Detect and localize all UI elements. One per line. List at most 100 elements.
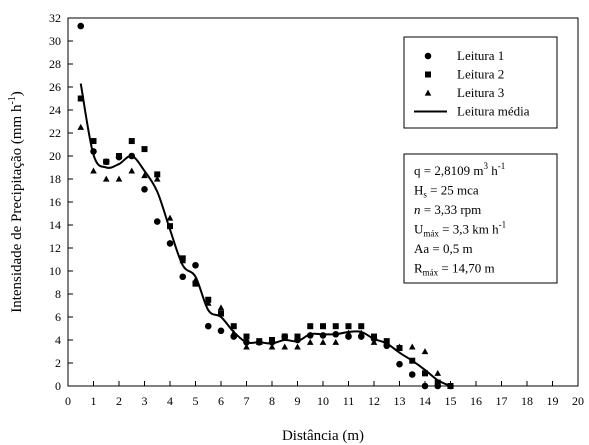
mean-line bbox=[79, 83, 451, 387]
point-square bbox=[371, 333, 377, 340]
point-square bbox=[167, 223, 173, 230]
point-square bbox=[192, 280, 199, 287]
parameters-box-frame bbox=[403, 153, 558, 284]
point-square bbox=[422, 370, 428, 377]
x-tick-label: 14 bbox=[419, 394, 431, 408]
y-tick-label: 18 bbox=[49, 172, 61, 186]
point-triangle bbox=[396, 343, 403, 350]
x-tick-label: 6 bbox=[218, 394, 224, 408]
point-triangle bbox=[408, 343, 416, 350]
x-axis: 0 1 2 3 4 5 6 7 8 9 10 11 12 13 14 15 16 17 18 19 20 bbox=[65, 381, 584, 408]
y-axis-label: Intensidade de Precipitação (mm h-1) bbox=[7, 91, 25, 313]
x-tick-label: 0 bbox=[65, 394, 71, 408]
series-1 bbox=[77, 22, 454, 390]
parameter-line: Hs = 25 mca bbox=[414, 183, 479, 200]
legend-box bbox=[403, 36, 558, 129]
point-triangle bbox=[77, 123, 85, 130]
point-triangle bbox=[115, 175, 123, 182]
parameter-line: q = 2,8109 m3 h-1 bbox=[414, 161, 505, 178]
point-square bbox=[77, 95, 84, 102]
point-square bbox=[307, 323, 314, 330]
series-2 bbox=[77, 95, 454, 389]
point-square bbox=[230, 323, 237, 330]
x-tick-label: 15 bbox=[445, 394, 457, 408]
point-triangle bbox=[217, 304, 225, 311]
x-tick-label: 16 bbox=[470, 394, 482, 408]
point-triangle bbox=[102, 175, 110, 182]
legend-label: Leitura 2 bbox=[457, 67, 504, 82]
point-square bbox=[243, 333, 250, 340]
point-triangle bbox=[370, 338, 378, 345]
point-circle bbox=[408, 371, 416, 378]
parameter-line: Umáx = 3,3 km h-1 bbox=[414, 220, 506, 239]
x-tick-label: 5 bbox=[193, 394, 199, 408]
y-tick-label: 14 bbox=[49, 218, 61, 232]
point-square bbox=[128, 138, 135, 145]
point-triangle bbox=[294, 343, 301, 350]
point-triangle bbox=[268, 343, 276, 350]
point-circle bbox=[204, 322, 212, 330]
legend: Leitura 1 Leitura 2 Leitura 3 Leitura média bbox=[403, 36, 558, 129]
y-tick-label: 2 bbox=[55, 356, 61, 370]
point-square bbox=[269, 337, 275, 343]
point-triangle bbox=[141, 172, 148, 179]
x-tick-label: 20 bbox=[572, 394, 584, 408]
point-square bbox=[218, 310, 224, 317]
y-tick-label: 24 bbox=[49, 103, 61, 117]
y-tick-label: 12 bbox=[49, 241, 61, 255]
y-tick-label: 32 bbox=[49, 11, 61, 25]
point-square bbox=[116, 153, 122, 159]
y-tick-label: 20 bbox=[49, 149, 61, 163]
point-circle bbox=[166, 240, 174, 247]
point-square bbox=[103, 158, 110, 165]
data-layer bbox=[77, 22, 454, 390]
x-tick-label: 13 bbox=[394, 394, 406, 408]
x-tick-label: 3 bbox=[142, 394, 148, 408]
point-square bbox=[154, 171, 161, 178]
y-tick-label: 4 bbox=[55, 333, 61, 347]
parameter-line: Aa = 0,5 m bbox=[414, 241, 473, 256]
point-triangle bbox=[421, 348, 429, 355]
x-tick-label: 4 bbox=[167, 394, 173, 408]
parameters-box: q = 2,8109 m3 h-1 Hs = 25 mca n = 3,33 rpm… bbox=[403, 153, 558, 284]
point-square bbox=[345, 323, 352, 330]
point-square bbox=[332, 323, 339, 330]
legend-circle-icon bbox=[424, 52, 432, 60]
y-tick-label: 10 bbox=[49, 264, 61, 278]
point-circle bbox=[217, 327, 225, 335]
point-circle bbox=[77, 22, 85, 30]
x-tick-label: 11 bbox=[343, 394, 355, 408]
legend-triangle-icon bbox=[424, 89, 432, 96]
point-triangle bbox=[243, 343, 250, 350]
point-square bbox=[281, 333, 288, 340]
x-tick-label: 17 bbox=[496, 394, 508, 408]
x-tick-label: 10 bbox=[317, 394, 329, 408]
y-tick-label: 26 bbox=[49, 80, 61, 94]
x-axis-label: Distância (m) bbox=[282, 428, 364, 444]
point-square bbox=[434, 379, 441, 386]
y-tick-label: 22 bbox=[49, 126, 61, 140]
point-triangle bbox=[90, 167, 97, 174]
point-circle bbox=[192, 261, 199, 269]
y-tick-label: 8 bbox=[55, 287, 61, 301]
y-tick-label: 28 bbox=[49, 57, 61, 71]
x-tick-label: 8 bbox=[269, 394, 275, 408]
x-tick-label: 7 bbox=[244, 394, 250, 408]
y-tick-label: 16 bbox=[49, 195, 61, 209]
point-triangle bbox=[319, 338, 327, 345]
point-square bbox=[90, 138, 97, 145]
point-square bbox=[294, 333, 301, 340]
legend-label: Leitura 1 bbox=[457, 48, 504, 63]
legend-label: Leitura 3 bbox=[457, 85, 504, 100]
point-square bbox=[141, 146, 148, 153]
parameter-line: n = 3,33 rpm bbox=[414, 202, 481, 217]
point-triangle bbox=[306, 338, 314, 345]
x-tick-label: 1 bbox=[91, 394, 97, 408]
series-3 bbox=[77, 123, 454, 389]
point-triangle bbox=[128, 167, 136, 174]
point-triangle bbox=[434, 369, 442, 376]
y-tick-label: 0 bbox=[55, 379, 61, 393]
point-triangle bbox=[153, 175, 161, 182]
point-circle bbox=[421, 382, 429, 390]
